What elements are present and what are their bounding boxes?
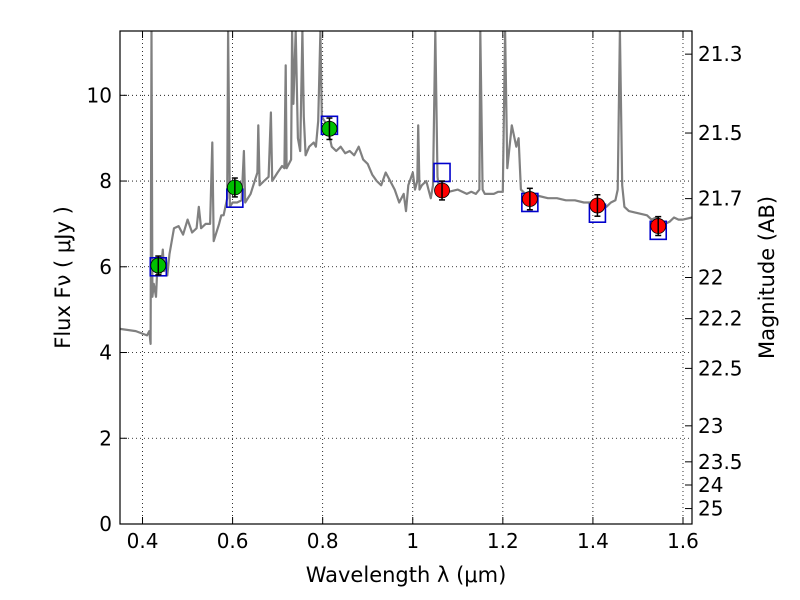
right-tick-label: 23 [698,414,723,438]
y-tick-label: 0 [99,512,112,536]
plot-background [120,31,692,524]
y-axis-label: Flux Fν ( μJy ) [51,206,75,349]
y-axis-left: 0 2 4 6 8 10 [87,83,127,536]
model-spectrum-line [120,31,692,345]
y-tick-label: 4 [99,341,112,365]
y-axis-right-label: Magnitude (AB) [755,196,779,359]
right-tick-label: 24 [698,473,723,497]
observed-photometry-points [150,117,667,276]
y-tick-label: 8 [99,169,112,193]
right-tick-label: 21.5 [698,121,743,145]
plot-area [120,31,692,524]
right-tick-label: 21.3 [698,42,743,66]
x-tick-label: 1.6 [667,529,699,553]
right-tick-label: 21.7 [698,187,743,211]
x-tick-label: 0.4 [127,529,159,553]
right-tick-label: 25 [698,497,723,521]
y-tick-label: 6 [99,255,112,279]
spectrum-line [120,31,692,345]
x-tick-label: 0.8 [307,529,339,553]
right-tick-label: 23.5 [698,450,743,474]
x-axis: 0.4 0.6 0.8 1 1.2 1.4 1.6 [127,31,699,553]
x-tick-label: 1.2 [487,529,519,553]
right-tick-label: 22.2 [698,307,743,331]
x-tick-label: 0.6 [217,529,249,553]
right-tick-label: 22.5 [698,356,743,380]
x-axis-label: Wavelength λ (μm) [306,563,507,587]
y-tick-label: 10 [87,83,112,107]
x-tick-label: 1.4 [577,529,609,553]
y-tick-label: 2 [99,426,112,450]
right-tick-label: 22 [698,266,723,290]
x-tick-label: 1 [406,529,419,553]
